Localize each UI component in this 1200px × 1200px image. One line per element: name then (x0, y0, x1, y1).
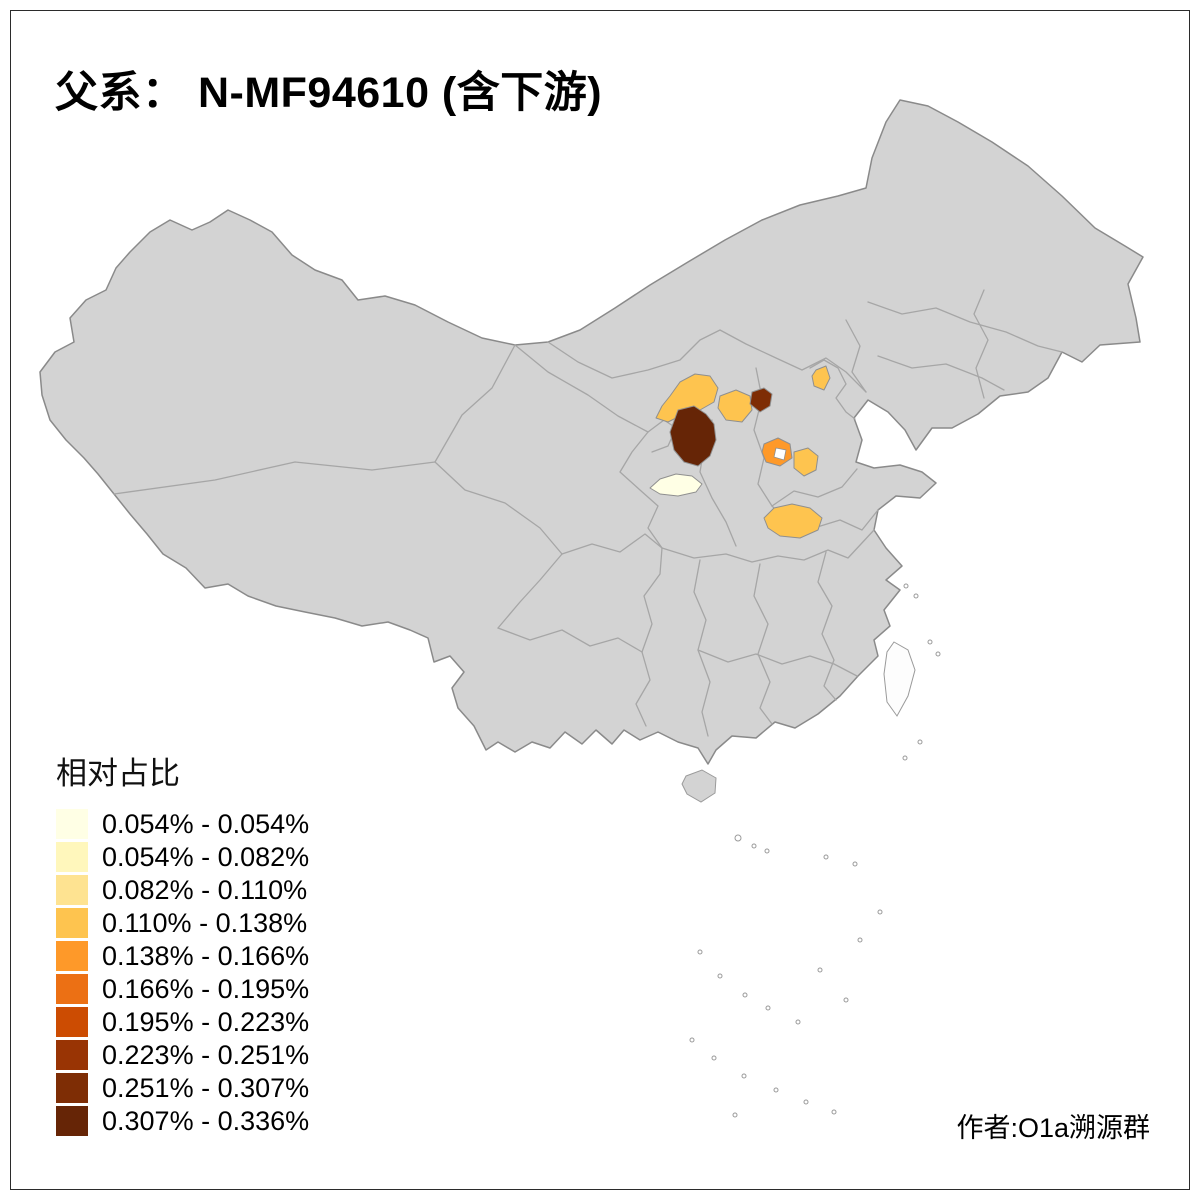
legend-swatch (56, 941, 88, 971)
legend-swatch (56, 1007, 88, 1037)
map-region-hole (773, 447, 787, 461)
taiwan-island (883, 641, 916, 717)
page-title: 父系： N-MF94610 (含下游) (55, 69, 603, 117)
legend-swatch (56, 1040, 88, 1070)
hainan-island (681, 769, 717, 803)
legend-label: 0.307% - 0.336% (102, 1105, 310, 1136)
sea-islands (689, 583, 941, 1118)
map-region (717, 389, 753, 423)
map-region (793, 447, 819, 477)
legend-row: 0.054% - 0.082% (56, 842, 309, 872)
legend-row: 0.110% - 0.138% (56, 908, 309, 938)
legend-row: 0.138% - 0.166% (56, 941, 309, 971)
legend: 相对占比 0.054% - 0.054% 0.054% - 0.082% 0.0… (56, 748, 309, 1139)
legend-rows: 0.054% - 0.054% 0.054% - 0.082% 0.082% -… (56, 809, 309, 1136)
legend-label: 0.082% - 0.110% (102, 874, 308, 905)
legend-label: 0.054% - 0.054% (102, 808, 310, 839)
legend-swatch (56, 1073, 88, 1103)
legend-row: 0.054% - 0.054% (56, 809, 309, 839)
legend-row: 0.166% - 0.195% (56, 974, 309, 1004)
province-borders (113, 289, 1063, 737)
legend-label: 0.166% - 0.195% (102, 973, 310, 1004)
legend-swatch (56, 875, 88, 905)
legend-title: 相对占比 (56, 756, 180, 791)
highlighted-regions (649, 365, 831, 539)
legend-label: 0.195% - 0.223% (102, 1006, 310, 1037)
legend-row: 0.195% - 0.223% (56, 1007, 309, 1037)
legend-label: 0.223% - 0.251% (102, 1039, 310, 1070)
legend-swatch (56, 809, 88, 839)
legend-label: 0.054% - 0.082% (102, 841, 310, 872)
legend-label: 0.138% - 0.166% (102, 940, 310, 971)
map-region (749, 387, 773, 413)
legend-swatch (56, 1106, 88, 1136)
legend-row: 0.223% - 0.251% (56, 1040, 309, 1070)
map-region (763, 503, 823, 539)
legend-swatch (56, 842, 88, 872)
map-region (669, 405, 717, 467)
legend-label: 0.110% - 0.138% (102, 907, 308, 938)
map-region (649, 473, 703, 497)
legend-swatch (56, 908, 88, 938)
author-credit: 作者:O1a溯源群 (956, 1113, 1150, 1143)
legend-row: 0.082% - 0.110% (56, 875, 309, 905)
legend-swatch (56, 974, 88, 1004)
map-region (811, 365, 831, 391)
legend-row: 0.307% - 0.336% (56, 1106, 309, 1136)
legend-row: 0.251% - 0.307% (56, 1073, 309, 1103)
legend-label: 0.251% - 0.307% (102, 1072, 310, 1103)
mainland-china-shape (39, 99, 1144, 765)
